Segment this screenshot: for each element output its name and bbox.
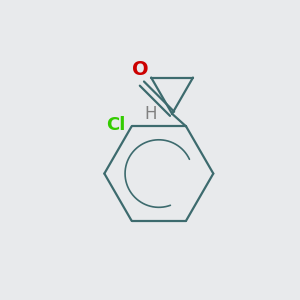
Text: H: H: [145, 105, 157, 123]
Text: Cl: Cl: [106, 116, 126, 134]
Text: O: O: [132, 60, 149, 79]
